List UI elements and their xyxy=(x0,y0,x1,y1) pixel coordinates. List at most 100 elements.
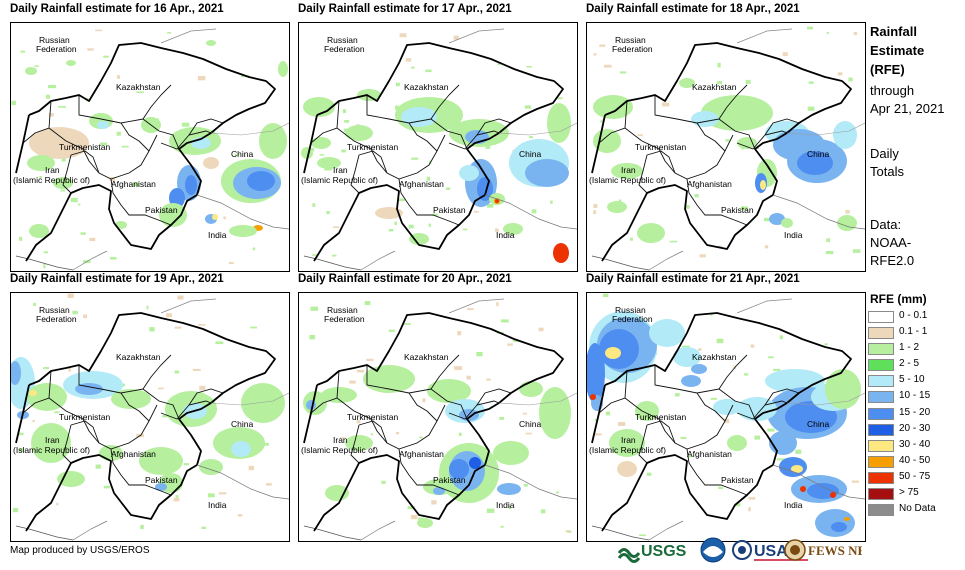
rainfall-patch xyxy=(497,483,521,495)
map-label-russia_1: Russian xyxy=(615,35,646,45)
map-label-afghanistan: Afghanistan xyxy=(399,449,444,459)
map-label-pakistan: Pakistan xyxy=(433,205,466,215)
rainfall-patch xyxy=(231,441,251,457)
rainfall-patch xyxy=(306,400,316,410)
map-label-russia_1: Russian xyxy=(39,305,70,315)
rainfall-map: Russian Federation Kazakhstan Turkmenistan I… xyxy=(10,292,290,542)
legend-swatch xyxy=(868,488,894,501)
map-label-kazakhstan: Kazakhstan xyxy=(692,82,737,92)
map-label-china: China xyxy=(519,149,541,159)
rainfall-patch xyxy=(212,214,218,220)
map-label-pakistan: Pakistan xyxy=(721,205,754,215)
map-label-russia_2: Federation xyxy=(36,44,77,54)
through-date: through Apr 21, 2021 xyxy=(870,83,945,116)
country-boundaries xyxy=(303,28,577,271)
legend-label: 10 - 15 xyxy=(899,390,931,402)
legend-swatch xyxy=(868,407,894,420)
legend-swatch xyxy=(868,423,894,436)
legend-label: 0.1 - 1 xyxy=(899,326,928,338)
map-label-iran_1: Iran xyxy=(621,435,636,445)
rainfall-patch xyxy=(417,518,433,528)
panel-title: Daily Rainfall estimate for 21 Apr., 202… xyxy=(586,273,800,285)
rainfall-patch xyxy=(691,111,719,127)
map-label-turkmenistan: Turkmenistan xyxy=(59,412,110,422)
rainfall-patch xyxy=(321,387,357,403)
legend-swatch xyxy=(868,439,894,452)
map-label-india: India xyxy=(208,500,227,510)
legend-label: > 75 xyxy=(899,487,919,499)
svg-text:FEWS NET: FEWS NET xyxy=(808,543,862,558)
country-boundaries xyxy=(15,298,289,541)
rainfall-speckles xyxy=(309,301,572,533)
legend-label: 30 - 40 xyxy=(899,438,931,450)
rainfall-areas xyxy=(25,40,288,238)
legend-swatch xyxy=(868,391,894,404)
rainfall-patch xyxy=(587,343,605,403)
rainfall-patch xyxy=(593,95,633,119)
map-label-china: China xyxy=(807,149,829,159)
rainfall-patch xyxy=(155,483,167,491)
rainfall-patch xyxy=(345,125,373,141)
map-label-kazakhstan: Kazakhstan xyxy=(404,352,449,362)
rainfall-patch xyxy=(317,157,341,169)
panel-title: Daily Rainfall estimate for 20 Apr., 202… xyxy=(298,273,512,285)
rainfall-patch xyxy=(649,319,685,347)
rainfall-patch xyxy=(241,383,285,423)
map-label-kazakhstan: Kazakhstan xyxy=(692,352,737,362)
country-boundaries xyxy=(15,28,289,271)
rainfall-patch xyxy=(737,397,777,421)
rainfall-map: Russian Federation Kazakhstan Turkmenistan I… xyxy=(586,22,866,272)
rainfall-patch xyxy=(159,203,187,227)
rainfall-map-panel-1: Daily Rainfall estimate for 16 Apr., 202… xyxy=(10,3,290,272)
map-label-china: China xyxy=(231,149,253,159)
rainfall-patch xyxy=(590,394,596,400)
legend-title: RFE (mm) xyxy=(870,292,927,306)
rainfall-patch xyxy=(469,457,481,469)
map-label-iran_2: (Islamic Republic of) xyxy=(13,445,90,455)
map-label-russia_1: Russian xyxy=(615,305,646,315)
map-label-russia_2: Federation xyxy=(324,314,365,324)
country-boundaries xyxy=(591,298,865,541)
rainfall-patch xyxy=(837,215,857,231)
fewsnet-logo-graphic: FEWS NET xyxy=(784,539,862,561)
map-label-iran_1: Iran xyxy=(45,435,60,445)
rainfall-map-panel-6: Daily Rainfall estimate for 21 Apr., 202… xyxy=(586,273,866,542)
map-label-pakistan: Pakistan xyxy=(145,475,178,485)
rainfall-patch xyxy=(433,487,445,495)
rainfall-patch xyxy=(831,522,847,532)
map-label-india: India xyxy=(496,500,515,510)
rainfall-patch xyxy=(681,375,701,387)
rainfall-patch xyxy=(547,103,571,143)
rainfall-patch xyxy=(203,157,219,169)
rainfall-patch xyxy=(29,224,49,238)
rainfall-patch xyxy=(830,492,836,498)
country-boundaries xyxy=(591,28,865,271)
rainfall-patch xyxy=(617,461,637,477)
map-label-russia_1: Russian xyxy=(327,35,358,45)
rainfall-patch xyxy=(553,243,569,263)
rainfall-patch xyxy=(363,365,415,393)
rainfall-patch xyxy=(139,447,183,475)
svg-text:USGS: USGS xyxy=(641,543,687,560)
rainfall-patch xyxy=(727,435,747,451)
usgs-logo-graphic: USGS xyxy=(618,543,687,563)
map-label-russia_1: Russian xyxy=(327,305,358,315)
rainfall-patch xyxy=(760,180,766,190)
map-label-india: India xyxy=(496,230,515,240)
rainfall-patch xyxy=(525,159,569,187)
rainfall-patch xyxy=(781,218,793,228)
rainfall-patch xyxy=(31,423,71,463)
rainfall-patch xyxy=(25,67,37,75)
map-label-russia_2: Federation xyxy=(36,314,77,324)
legend-label: 20 - 30 xyxy=(899,422,931,434)
map-label-turkmenistan: Turkmenistan xyxy=(347,412,398,422)
data-source: Data: NOAA- RFE2.0 xyxy=(870,217,915,268)
map-label-russia_2: Federation xyxy=(612,44,653,54)
rainfall-map: Russian Federation Kazakhstan Turkmenistan I… xyxy=(298,292,578,542)
legend-swatch xyxy=(868,504,894,517)
legend-label: No Data xyxy=(899,503,936,515)
